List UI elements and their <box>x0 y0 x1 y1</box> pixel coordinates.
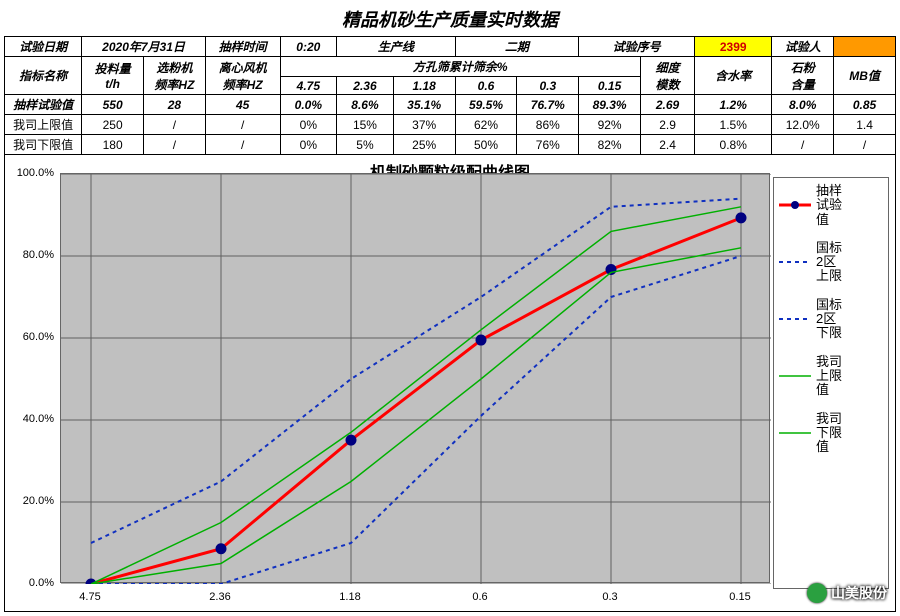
chart-container: 机制砂颗粒级配曲线图 0.0%20.0%40.0%60.0%80.0%100.0… <box>4 154 896 612</box>
x-axis: 4.752.361.180.60.30.15 <box>60 591 770 609</box>
page-title: 精品机砂生产质量实时数据 <box>4 6 896 32</box>
legend: 抽样试验值国标2区上限国标2区下限我司上限值我司下限值 <box>773 177 889 589</box>
y-axis: 0.0%20.0%40.0%60.0%80.0%100.0% <box>5 173 60 591</box>
watermark: 山美股份 <box>807 583 887 603</box>
header-table: 试验日期2020年7月31日抽样时间0:20生产线二期试验序号2399试验人指标… <box>4 36 896 155</box>
logo-icon <box>807 583 827 603</box>
plot-area <box>60 173 770 583</box>
